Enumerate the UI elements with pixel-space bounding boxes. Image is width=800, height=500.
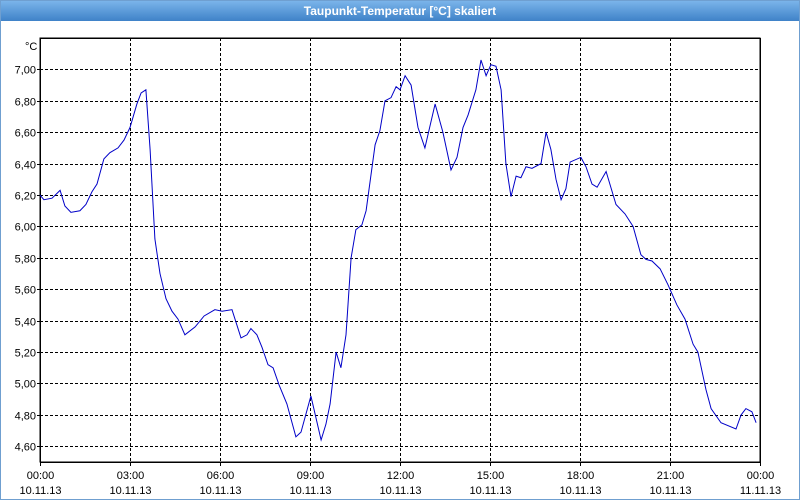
y-tick-label: 4,80 (15, 411, 36, 423)
x-tick-label: 03:00 (117, 470, 145, 482)
x-tick-date: 10.11.13 (559, 485, 601, 497)
x-tick-label: 00:00 (747, 470, 775, 482)
y-tick-label: 6,80 (15, 97, 36, 109)
y-tick-label: 5,00 (15, 379, 36, 391)
x-tick-date: 10.11.13 (109, 485, 151, 497)
y-tick-label: 6,00 (15, 222, 36, 234)
x-tick-label: 06:00 (207, 470, 235, 482)
x-tick-date: 10.11.13 (289, 485, 331, 497)
x-tick-date: 10.11.13 (19, 485, 61, 497)
x-tick-label: 18:00 (567, 470, 595, 482)
x-tick-label: 09:00 (297, 470, 325, 482)
x-tick-label: 21:00 (657, 470, 685, 482)
y-tick-label: 6,40 (15, 160, 36, 172)
y-tick-label: 6,60 (15, 128, 36, 140)
y-tick-label: 6,20 (15, 191, 36, 203)
x-tick-date: 10.11.13 (649, 485, 691, 497)
y-tick-label: 7,00 (15, 65, 36, 77)
x-tick-date: 10.11.13 (199, 485, 241, 497)
x-tick-label: 00:00 (27, 470, 55, 482)
line (39, 59, 757, 442)
x-tick-date: 10.11.13 (379, 485, 421, 497)
title-bar: Taupunkt-Temperatur [°C] skaliert (1, 1, 799, 21)
x-tick-label: 15:00 (477, 470, 505, 482)
y-unit: °C (25, 41, 37, 53)
x-tick-label: 12:00 (387, 470, 415, 482)
plot-border (40, 38, 761, 463)
y-tick-label: 5,60 (15, 285, 36, 297)
y-tick-label: 4,60 (15, 442, 36, 454)
y-tick-label: 5,40 (15, 317, 36, 329)
x-tick-date: 10.11.13 (469, 485, 511, 497)
y-tick-label: 5,80 (15, 254, 36, 266)
y-tick-label: 5,20 (15, 348, 36, 360)
x-tick-date: 11.11.13 (740, 485, 781, 497)
